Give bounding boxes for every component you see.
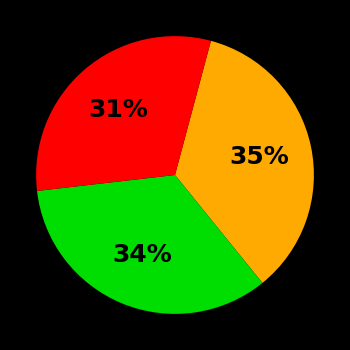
Wedge shape [175, 41, 314, 283]
Text: 34%: 34% [113, 243, 172, 267]
Wedge shape [36, 36, 211, 191]
Text: 31%: 31% [89, 98, 149, 122]
Text: 35%: 35% [229, 145, 289, 169]
Wedge shape [37, 175, 262, 314]
